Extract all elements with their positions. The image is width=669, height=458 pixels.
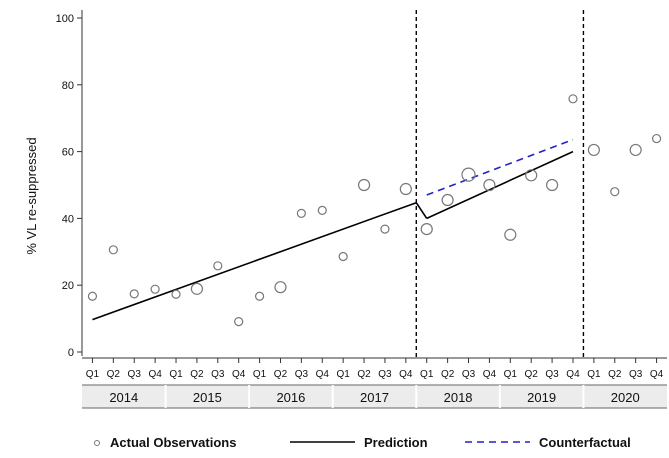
quarter-label: Q4 xyxy=(316,369,330,380)
quarter-label: Q1 xyxy=(86,369,100,380)
quarter-label: Q1 xyxy=(420,369,434,380)
observation-point xyxy=(274,281,287,294)
quarter-label: Q1 xyxy=(504,369,518,380)
prediction-segment xyxy=(415,202,428,219)
quarter-label: Q3 xyxy=(295,369,309,380)
observation-point xyxy=(629,143,642,157)
observation-point xyxy=(420,222,433,236)
y-axis-title: % VL re-suppressed xyxy=(24,137,39,254)
quarter-label: Q2 xyxy=(608,369,622,380)
observation-point xyxy=(545,178,559,192)
prediction-segment xyxy=(426,150,574,220)
interruption-lines xyxy=(415,10,585,358)
counterfactual-line xyxy=(426,138,574,196)
quarter-label: Q3 xyxy=(462,369,476,380)
observation-point xyxy=(461,167,476,182)
observation-point xyxy=(234,317,244,327)
quarter-label: Q1 xyxy=(587,369,601,380)
observation-point xyxy=(129,289,139,299)
year-label: 2019 xyxy=(527,390,556,405)
quarter-label: Q1 xyxy=(253,369,267,380)
quarter-label: Q2 xyxy=(274,369,288,380)
x-axis: Q1 Q2 Q3 Q4 Q1 Q2 Q3 Q4 Q1 Q2 Q3 Q4 Q1 Q2 Q3 Q4 Q1 Q2 Q3 Q4… xyxy=(82,357,667,409)
quarter-label: Q3 xyxy=(378,369,392,380)
quarter-label: Q3 xyxy=(211,369,225,380)
y-tick-label: 60 xyxy=(62,147,74,159)
observation-point xyxy=(190,282,204,295)
observation-point xyxy=(171,289,181,299)
y-tick-label: 40 xyxy=(62,213,74,225)
y-tick-label: 0 xyxy=(68,347,74,359)
quarter-label: Q2 xyxy=(525,369,539,380)
quarter-label: Q4 xyxy=(650,369,664,380)
y-axis: 0 20 40 60 80 100 xyxy=(56,10,83,359)
quarter-label: Q4 xyxy=(148,369,162,380)
quarter-label: Q3 xyxy=(545,369,559,380)
observation-point xyxy=(399,182,412,196)
quarter-label: Q4 xyxy=(483,369,497,380)
trend-lines xyxy=(92,138,574,321)
year-label: 2018 xyxy=(444,390,473,405)
observation-point xyxy=(338,251,348,262)
year-label: 2020 xyxy=(611,390,640,405)
y-tick-label: 100 xyxy=(56,13,74,25)
observation-point xyxy=(504,228,517,241)
year-label: 2014 xyxy=(109,390,138,405)
year-label: 2016 xyxy=(276,390,305,405)
observation-point xyxy=(483,178,496,192)
quarter-label: Q2 xyxy=(441,369,455,380)
quarter-label: Q4 xyxy=(566,369,580,380)
observation-point xyxy=(87,291,98,301)
observation-points xyxy=(87,94,662,327)
quarter-label: Q4 xyxy=(399,369,413,380)
year-label: 2017 xyxy=(360,390,389,405)
quarter-label: Q4 xyxy=(232,369,246,380)
legend-label-counterfactual: Counterfactual xyxy=(539,435,631,450)
observation-point xyxy=(254,291,265,301)
quarter-label: Q2 xyxy=(190,369,204,380)
observation-point xyxy=(296,208,306,218)
observation-point xyxy=(357,178,371,192)
observation-point xyxy=(317,205,327,215)
observation-point xyxy=(587,143,600,157)
prediction-segment xyxy=(92,201,417,321)
legend-label-prediction: Prediction xyxy=(364,435,428,450)
legend: Actual Observations Prediction Counterfact… xyxy=(94,435,631,450)
observation-point xyxy=(213,261,223,271)
quarter-label: Q2 xyxy=(107,369,121,380)
quarter-label: Q2 xyxy=(357,369,371,380)
quarter-label: Q1 xyxy=(336,369,350,380)
observation-point xyxy=(380,224,390,234)
legend-label-observations: Actual Observations xyxy=(110,435,236,450)
observation-point xyxy=(150,284,160,294)
quarter-label: Q1 xyxy=(169,369,183,380)
y-tick-label: 80 xyxy=(62,80,74,92)
y-tick-label: 20 xyxy=(62,280,74,292)
observation-point xyxy=(651,133,662,144)
year-label: 2015 xyxy=(193,390,222,405)
quarter-label: Q3 xyxy=(629,369,643,380)
observation-point xyxy=(568,94,578,104)
observation-point xyxy=(441,193,454,207)
observation-point xyxy=(610,187,620,197)
observation-point xyxy=(108,245,118,255)
year-band xyxy=(82,385,667,408)
legend-marker-icon xyxy=(94,440,100,446)
observation-point xyxy=(525,169,538,182)
quarter-label: Q3 xyxy=(128,369,142,380)
